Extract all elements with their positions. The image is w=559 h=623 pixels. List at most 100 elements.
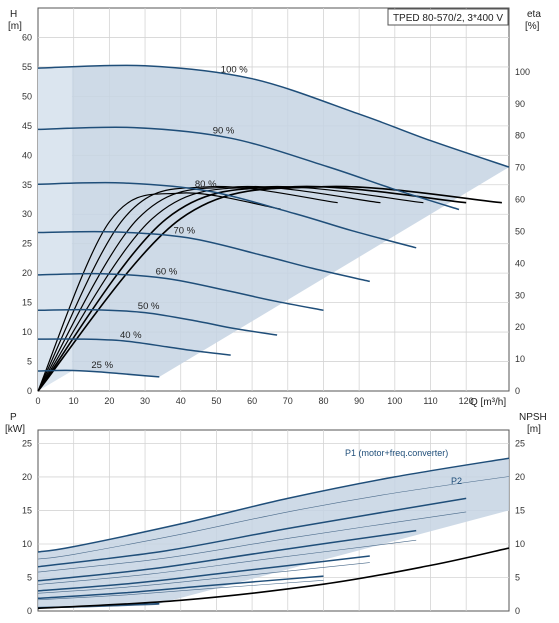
operating-range-fill xyxy=(38,65,509,391)
speed-label: 90 % xyxy=(213,125,235,136)
head-plot-ticks: 0 10 20 30 40 50 60 70 80 90 100 110 120 0 5 10 15 20 25 30… xyxy=(22,32,530,406)
x-axis-label: Q [m³/h] xyxy=(470,397,506,408)
p2-annotation: P2 xyxy=(451,476,462,486)
npsh-tick-label: 0 xyxy=(515,606,520,616)
speed-label: 100 % xyxy=(221,65,248,76)
y2-tick-label: 50 xyxy=(515,226,525,236)
y-tick-label: 35 xyxy=(22,180,32,190)
y-axis-unit: [m] xyxy=(8,21,22,32)
y2-tick-label: 0 xyxy=(515,386,520,396)
x-tick-label: 50 xyxy=(211,396,221,406)
power-tick-label: 25 xyxy=(22,438,32,448)
chart-title: TPED 80-570/2, 3*400 V xyxy=(393,13,503,24)
head-curve xyxy=(37,64,510,168)
speed-label: 70 % xyxy=(173,226,195,237)
x-tick-label: 70 xyxy=(283,396,293,406)
y-tick-label: 55 xyxy=(22,62,32,72)
speed-label: 25 % xyxy=(91,360,113,371)
x-tick-label: 30 xyxy=(140,396,150,406)
y2-axis-unit: [%] xyxy=(525,21,540,32)
head-efficiency-plot: 0 10 20 30 40 50 60 70 80 90 100 110 120 0 5 10 15 20 25 30… xyxy=(8,7,541,408)
p2-curve xyxy=(37,562,370,594)
speed-label: 40 % xyxy=(120,330,142,341)
speed-label: 60 % xyxy=(156,266,178,277)
head-curves xyxy=(37,64,510,378)
y-tick-label: 15 xyxy=(22,298,32,308)
y-axis-label: H xyxy=(10,9,17,20)
y-tick-label: 40 xyxy=(22,150,32,160)
head-curve xyxy=(37,272,324,312)
y2-axis-label: eta xyxy=(527,9,541,20)
y-tick-label: 60 xyxy=(22,32,32,42)
y2-tick-label: 90 xyxy=(515,99,525,109)
speed-labels: 100 % 90 % 80 % 70 % 60 % 50 % 40 % 25 % xyxy=(91,65,248,372)
efficiency-curve xyxy=(37,185,502,392)
y2-tick-label: 70 xyxy=(515,163,525,173)
power-axis-label: P xyxy=(10,412,17,423)
head-curve xyxy=(37,230,370,283)
head-curve xyxy=(37,338,231,356)
y-tick-label: 50 xyxy=(22,91,32,101)
power-tick-label: 5 xyxy=(27,572,32,582)
efficiency-curve xyxy=(37,185,467,392)
power-curve xyxy=(37,529,417,582)
power-curve xyxy=(37,457,510,553)
npsh-curve xyxy=(37,547,510,610)
y-tick-label: 0 xyxy=(27,386,32,396)
power-range-fill xyxy=(38,458,509,609)
npsh-tick-label: 20 xyxy=(515,472,525,482)
x-tick-label: 110 xyxy=(423,396,437,406)
x-tick-label: 80 xyxy=(318,396,328,406)
npsh-tick-label: 15 xyxy=(515,505,525,515)
x-tick-label: 20 xyxy=(104,396,114,406)
npsh-line xyxy=(37,547,510,610)
p1-annotation: P1 (motor+freq.converter) xyxy=(345,448,448,458)
x-tick-label: 40 xyxy=(176,396,186,406)
npsh-axis-unit: [m] xyxy=(527,424,541,435)
x-tick-label: 90 xyxy=(354,396,364,406)
power-axis-unit: [kW] xyxy=(5,424,25,435)
y2-tick-label: 20 xyxy=(515,322,525,332)
y-tick-label: 20 xyxy=(22,268,32,278)
power-curve xyxy=(37,575,324,600)
efficiency-curve xyxy=(37,185,338,392)
power-plot-ticks: 0 5 10 15 20 25 0 5 10 15 20 25 xyxy=(22,438,525,616)
x-tick-label: 60 xyxy=(247,396,257,406)
x-tick-label: 10 xyxy=(69,396,79,406)
npsh-axis-label: NPSH xyxy=(519,412,547,423)
y2-tick-label: 100 xyxy=(515,67,530,77)
head-curve xyxy=(37,369,160,378)
speed-label: 50 % xyxy=(138,301,160,312)
p2-curve xyxy=(37,539,417,585)
p2-curve xyxy=(37,511,467,573)
npsh-tick-label: 5 xyxy=(515,572,520,582)
p2-curve xyxy=(37,476,510,560)
p2-curve xyxy=(37,580,324,601)
head-curve xyxy=(37,126,460,211)
x-tick-label: 100 xyxy=(387,396,402,406)
efficiency-curve xyxy=(37,192,281,392)
power-tick-label: 20 xyxy=(22,472,32,482)
title-box xyxy=(387,8,509,26)
power-tick-label: 0 xyxy=(27,606,32,616)
head-curve xyxy=(37,308,278,336)
x-tick-label: 0 xyxy=(35,396,40,406)
power-tick-label: 10 xyxy=(22,539,32,549)
y-tick-label: 25 xyxy=(22,239,32,249)
y2-tick-label: 80 xyxy=(515,131,525,141)
y2-tick-label: 60 xyxy=(515,195,525,205)
head-curve xyxy=(37,181,417,249)
npsh-tick-label: 10 xyxy=(515,539,525,549)
y-tick-label: 10 xyxy=(22,327,32,337)
y2-tick-label: 40 xyxy=(515,258,525,268)
power-tick-label: 15 xyxy=(22,505,32,515)
power-npsh-plot: 0 5 10 15 20 25 0 5 10 15 20 25 P [kW] NPSH [m] P1 … xyxy=(5,412,547,616)
y-tick-label: 5 xyxy=(27,357,32,367)
power-curve xyxy=(37,555,370,592)
y2-tick-label: 30 xyxy=(515,290,525,300)
power-curves xyxy=(37,457,510,609)
power-curve xyxy=(37,497,467,568)
efficiency-curves xyxy=(37,185,502,392)
x-tick-label: 120 xyxy=(459,396,474,406)
